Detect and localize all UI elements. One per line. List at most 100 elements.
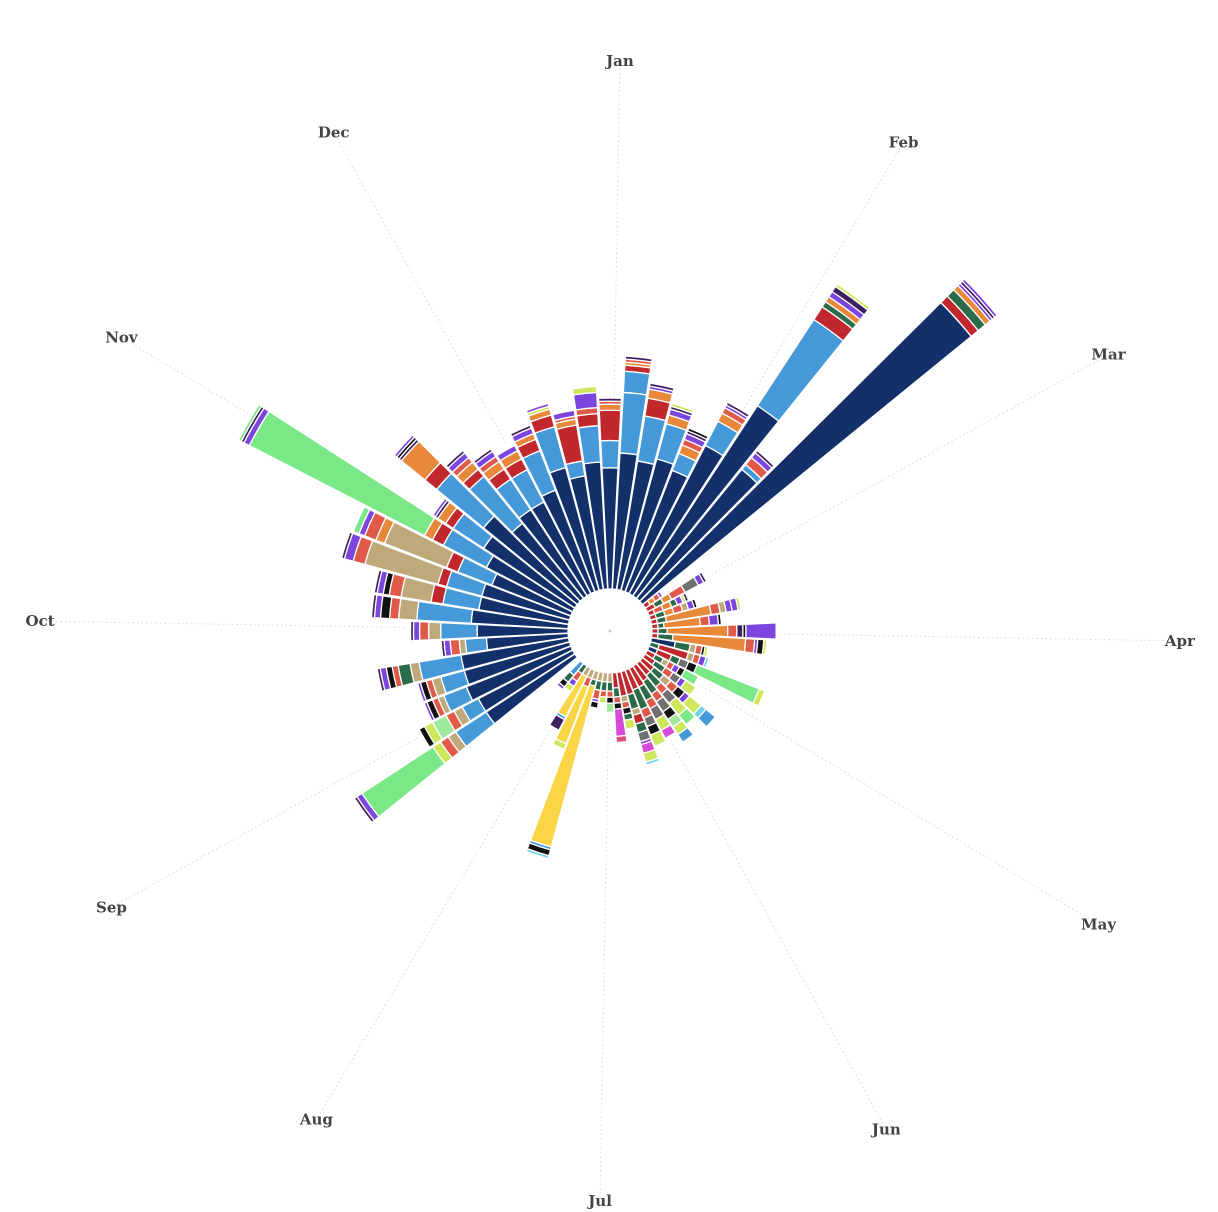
bar-segment [418, 621, 430, 641]
bar-segment [406, 620, 412, 642]
month-label-dec: Dec [318, 123, 350, 141]
bar [551, 406, 604, 592]
month-label-mar: Mar [1091, 346, 1126, 364]
bar-segment [693, 675, 702, 688]
bar-segment [524, 399, 549, 412]
bar-segment [420, 702, 433, 723]
spoke-feb [632, 137, 907, 594]
month-labels: Jan Feb Mar Apr May Jun Jul Aug Sep Oct Nov Dec [26, 52, 1197, 1210]
bar [391, 432, 581, 606]
bar [429, 495, 578, 609]
bar [443, 447, 585, 602]
bar-segment [605, 702, 615, 714]
bar-segment [677, 726, 694, 743]
bar [616, 382, 675, 592]
bar-segment [391, 432, 414, 456]
spoke-oct [35, 620, 567, 631]
bar [406, 620, 569, 642]
spoke-dec [330, 127, 590, 593]
bar [550, 667, 596, 753]
bar-segment [775, 622, 780, 640]
bar-segment [654, 740, 668, 750]
bar-segment [605, 711, 615, 717]
bar [413, 641, 572, 704]
bar [651, 622, 780, 640]
bar-segment [351, 797, 373, 826]
bar [556, 660, 585, 691]
bar-segment [597, 397, 623, 403]
bar [620, 669, 660, 766]
bar-segment [649, 382, 675, 392]
bar-segment [606, 690, 614, 698]
bar-segment [413, 682, 425, 704]
bar [611, 355, 653, 591]
month-label-may: May [1081, 916, 1117, 934]
bar [628, 665, 678, 742]
bar-segment [625, 726, 637, 733]
month-label-sep: Sep [96, 898, 127, 916]
bar [508, 421, 596, 595]
bar-segment [756, 318, 844, 422]
bar-segment [398, 597, 420, 621]
bar [373, 637, 571, 693]
bar-segment [525, 848, 550, 860]
bar-segment [598, 409, 622, 442]
bar [597, 671, 609, 707]
bar-segment [615, 734, 628, 744]
spoke-jun [630, 669, 890, 1135]
bar [588, 670, 604, 712]
bar-segment [361, 746, 446, 818]
bar-segment [697, 708, 716, 728]
bar-segment [551, 406, 575, 416]
bar-segment [337, 530, 351, 559]
bar [639, 278, 998, 606]
bar-segment [764, 639, 771, 657]
bar-segment [702, 645, 709, 658]
bar-segment [598, 403, 622, 412]
bar-segment [693, 597, 701, 608]
bar-segment [605, 696, 615, 704]
bar-segment [606, 681, 614, 692]
bar [649, 595, 745, 625]
bar-segment [437, 639, 444, 659]
bar-segment [705, 657, 713, 670]
bar-segment [508, 421, 531, 435]
bar-segment [248, 410, 436, 537]
radial-bars [237, 278, 998, 860]
bar-segment [736, 623, 744, 639]
bar-segment [597, 701, 607, 707]
bar-segment [689, 686, 700, 698]
spoke-aug [313, 668, 588, 1125]
bar [337, 530, 572, 621]
bar [624, 427, 709, 595]
month-label-apr: Apr [1164, 632, 1196, 650]
bar [351, 653, 578, 826]
bar-segment [644, 757, 660, 766]
bar [525, 669, 600, 860]
bar [494, 442, 592, 597]
bar-segment [440, 622, 478, 640]
bar-segment [961, 278, 998, 318]
bar-segment [757, 690, 769, 708]
bar [524, 399, 600, 593]
bar [237, 404, 576, 613]
bar-segment [443, 447, 464, 467]
bar [605, 672, 615, 717]
bar-segment [550, 743, 565, 753]
bar [370, 568, 571, 625]
bar-segment [737, 595, 745, 611]
bar [415, 649, 576, 750]
bar-segment [600, 439, 620, 469]
bar [624, 667, 668, 750]
spoke-apr [653, 631, 1185, 642]
bar-segment [427, 621, 442, 641]
month-label-jan: Jan [604, 52, 634, 70]
bar-segment [237, 404, 263, 443]
bar [620, 402, 695, 593]
bar [632, 663, 694, 743]
bar-segment [624, 355, 653, 363]
bar [635, 660, 698, 728]
bar-segment [692, 664, 760, 704]
bar-segment [745, 622, 777, 640]
bar [646, 645, 769, 708]
